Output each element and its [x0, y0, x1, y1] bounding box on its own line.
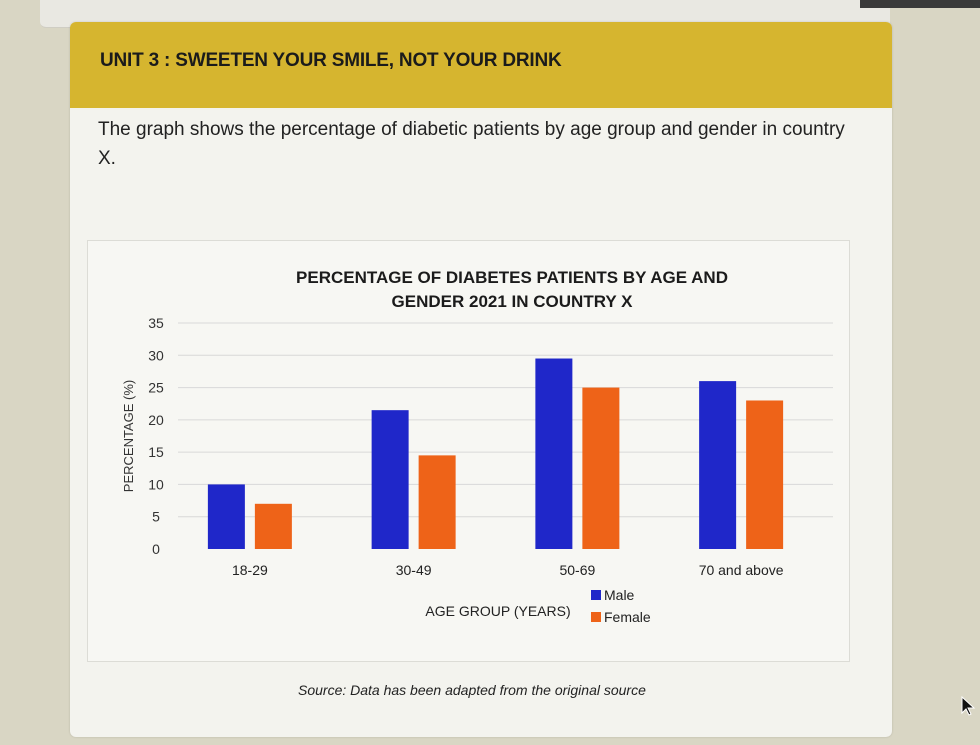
x-tick-label: 50-69: [559, 562, 595, 578]
bar-female-18-29: [254, 503, 292, 549]
chart-title-line: GENDER 2021 IN COUNTRY X: [392, 292, 634, 311]
intro-text: The graph shows the percentage of diabet…: [98, 119, 845, 169]
chart-title-line: PERCENTAGE OF DIABETES PATIENTS BY AGE A…: [296, 268, 728, 287]
legend-swatch-male: [591, 590, 601, 600]
bar-male-30-49: [371, 410, 409, 549]
unit-title: UNIT 3 : SWEETEN YOUR SMILE, NOT YOUR DR…: [100, 50, 562, 71]
bar-male-18-29: [207, 484, 245, 549]
y-tick-label: 15: [148, 444, 164, 460]
y-tick-label: 25: [148, 380, 164, 396]
lesson-card: UNIT 3 : SWEETEN YOUR SMILE, NOT YOUR DR…: [70, 22, 892, 737]
legend-label-male: Male: [604, 587, 635, 603]
y-axis-label: PERCENTAGE (%): [121, 380, 136, 492]
x-tick-label: 70 and above: [699, 562, 784, 578]
chart-frame: PERCENTAGE OF DIABETES PATIENTS BY AGE A…: [87, 240, 850, 662]
bar-male-50-69: [535, 358, 573, 549]
bar-chart: PERCENTAGE OF DIABETES PATIENTS BY AGE A…: [121, 268, 833, 625]
screen-edge: [860, 0, 980, 8]
y-tick-label: 0: [152, 541, 160, 557]
unit-header: UNIT 3 : SWEETEN YOUR SMILE, NOT YOUR DR…: [70, 22, 892, 108]
x-tick-label: 30-49: [396, 562, 432, 578]
legend-swatch-female: [591, 612, 601, 622]
y-tick-label: 30: [148, 347, 164, 363]
legend-label-female: Female: [604, 609, 651, 625]
y-tick-label: 10: [148, 476, 164, 492]
x-axis-label: AGE GROUP (YEARS): [425, 603, 570, 619]
mouse-cursor-icon: [961, 695, 976, 716]
y-tick-label: 5: [152, 509, 160, 525]
bar-female-30-49: [418, 455, 456, 549]
x-tick-label: 18-29: [232, 562, 268, 578]
source-note: Source: Data has been adapted from the o…: [298, 682, 646, 698]
bar-female-70-and-above: [746, 400, 784, 549]
bar-female-50-69: [582, 387, 620, 549]
y-tick-label: 20: [148, 412, 164, 428]
y-tick-label: 35: [148, 315, 164, 331]
bar-male-70-and-above: [699, 381, 737, 549]
